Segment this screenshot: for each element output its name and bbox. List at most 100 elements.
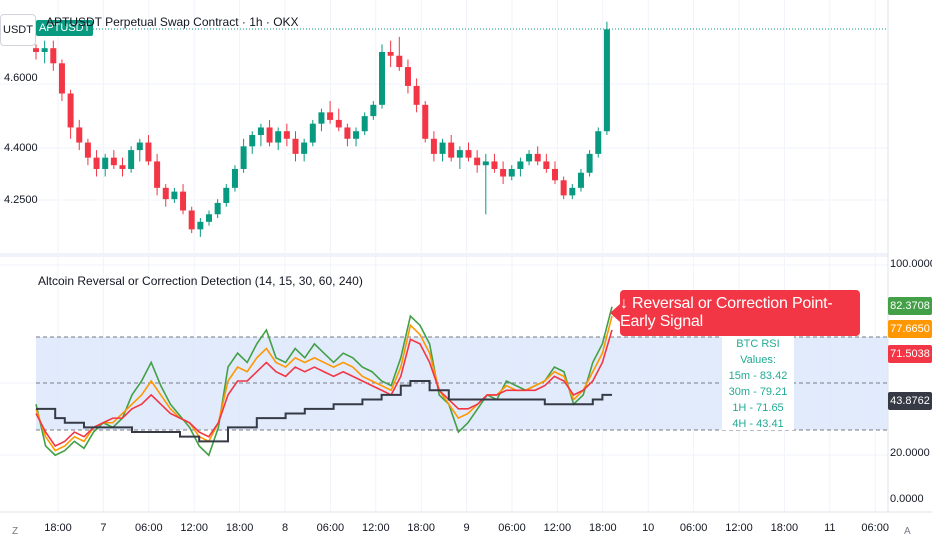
candle-body	[335, 119, 342, 128]
candle-body	[318, 112, 325, 124]
rsi-box-row: 15m - 83.42	[728, 370, 788, 382]
rsi-box-heading: BTC RSI Values:	[736, 338, 780, 366]
candle-body	[413, 85, 420, 105]
candle-body	[586, 153, 593, 173]
candle-body	[188, 210, 195, 230]
candle-body	[223, 187, 230, 203]
time-axis-label: 10	[642, 522, 655, 534]
auto-scale-button[interactable]: A	[904, 526, 911, 537]
time-axis-label: 18:00	[770, 522, 799, 534]
time-axis-label: 06:00	[135, 522, 163, 534]
candle-body	[534, 153, 541, 162]
candle-body	[491, 161, 498, 169]
time-axis-label: 12:00	[543, 522, 572, 534]
time-axis-label: 06:00	[316, 522, 345, 534]
candle-body	[266, 127, 273, 143]
candle-body	[456, 150, 463, 158]
candle-body	[474, 157, 481, 166]
candle-body	[577, 172, 584, 188]
candle-body	[119, 165, 126, 169]
candle-body	[84, 142, 91, 158]
timezone-button[interactable]: Z	[12, 526, 19, 537]
candle-body	[526, 153, 533, 162]
candle-body	[110, 157, 117, 166]
candle-body	[508, 168, 515, 177]
time-axis-label: 06:00	[861, 522, 889, 534]
price-axis-label: 4.4000	[4, 142, 38, 154]
time-axis-label: 06:00	[679, 522, 708, 534]
indicator-axis-label: 100.0000	[890, 258, 932, 270]
rsi-box-row: 30m - 79.21	[728, 386, 788, 398]
price-axis-label: 4.2500	[4, 194, 38, 206]
candle-body	[595, 131, 602, 154]
time-axis-label: 06:00	[498, 522, 526, 534]
candle-body	[517, 161, 524, 169]
candle-body	[500, 168, 507, 177]
candle-body	[102, 157, 109, 169]
candle-body	[353, 131, 360, 139]
time-axis-label: 7	[100, 522, 107, 534]
indicator-title[interactable]: Altcoin Reversal or Correction Detection…	[38, 274, 363, 288]
unit-selector[interactable]: USDT	[0, 14, 36, 46]
candle-body	[543, 161, 550, 169]
price-axis-label: 4.6000	[4, 72, 38, 84]
candle-body	[162, 187, 169, 200]
btc-rsi-values-box: BTC RSI Values: 15m - 83.42 30m - 79.21 …	[722, 336, 794, 430]
rsi-series-group[interactable]	[35, 306, 613, 457]
time-axis-label: 18:00	[589, 522, 617, 534]
time-axis-label: 8	[281, 522, 289, 534]
rsi-box-row: 1H - 71.65	[732, 402, 784, 414]
time-axis-label: 12:00	[362, 522, 390, 534]
candle-body	[206, 214, 212, 222]
candle-body	[145, 142, 152, 162]
candle-body	[76, 127, 83, 143]
candle-body	[370, 104, 377, 117]
candle-body	[128, 150, 135, 169]
candle-body	[93, 157, 100, 169]
candle-body	[422, 104, 429, 139]
candle-body	[387, 51, 394, 56]
candle-body	[136, 142, 143, 151]
time-axis-label: 12:00	[180, 522, 208, 534]
candle-body	[197, 221, 204, 230]
candle-body	[50, 48, 57, 64]
rsi1h-value-tag: 71.5038	[888, 345, 932, 363]
candle-body	[379, 51, 385, 105]
candle-body	[404, 67, 411, 86]
candle-body	[240, 146, 247, 169]
candle-body	[309, 123, 316, 143]
candle-body	[58, 63, 65, 94]
candle-body	[214, 202, 221, 215]
candle-body	[292, 138, 299, 154]
rsi-box-row: 4H - 43.41	[732, 418, 784, 430]
candle-body	[41, 48, 48, 52]
indicator-axis-label: 0.0000	[890, 493, 924, 505]
candle-body	[439, 142, 446, 154]
candle-body	[448, 142, 455, 158]
chart-title: APTUSDT Perpetual Swap Contract · 1h · O…	[46, 15, 299, 29]
candle-body	[603, 29, 610, 132]
rsi30-value-tag: 77.6650	[888, 320, 932, 338]
candle-body	[154, 161, 161, 188]
candle-body	[275, 131, 282, 143]
candle-body	[560, 180, 567, 196]
candle-body	[249, 135, 256, 147]
indicator-axis-label: 20.0000	[890, 447, 930, 459]
candle-body	[430, 138, 437, 154]
candle-body	[552, 168, 558, 181]
pane-separator[interactable]	[0, 253, 888, 257]
candle-body	[482, 161, 489, 166]
candle-body	[344, 127, 351, 139]
rsi4h-value-tag: 43.8762	[888, 392, 932, 410]
candle-body	[180, 191, 187, 211]
candle-body	[301, 142, 308, 154]
reversal-signal-label: ↓ Reversal or Correction Point-Early Sig…	[610, 290, 860, 336]
symbol-badge[interactable]: APTUSDT	[36, 20, 94, 36]
candle-body	[361, 116, 368, 132]
candlestick-series[interactable]	[33, 21, 610, 237]
candle-body	[171, 191, 178, 200]
chart-title-text: APTUSDT Perpetual Swap Contract · 1h · O…	[46, 15, 299, 29]
time-axis-label: 18:00	[44, 522, 72, 534]
time-axis-label: 18:00	[407, 522, 435, 534]
candle-body	[465, 150, 472, 158]
